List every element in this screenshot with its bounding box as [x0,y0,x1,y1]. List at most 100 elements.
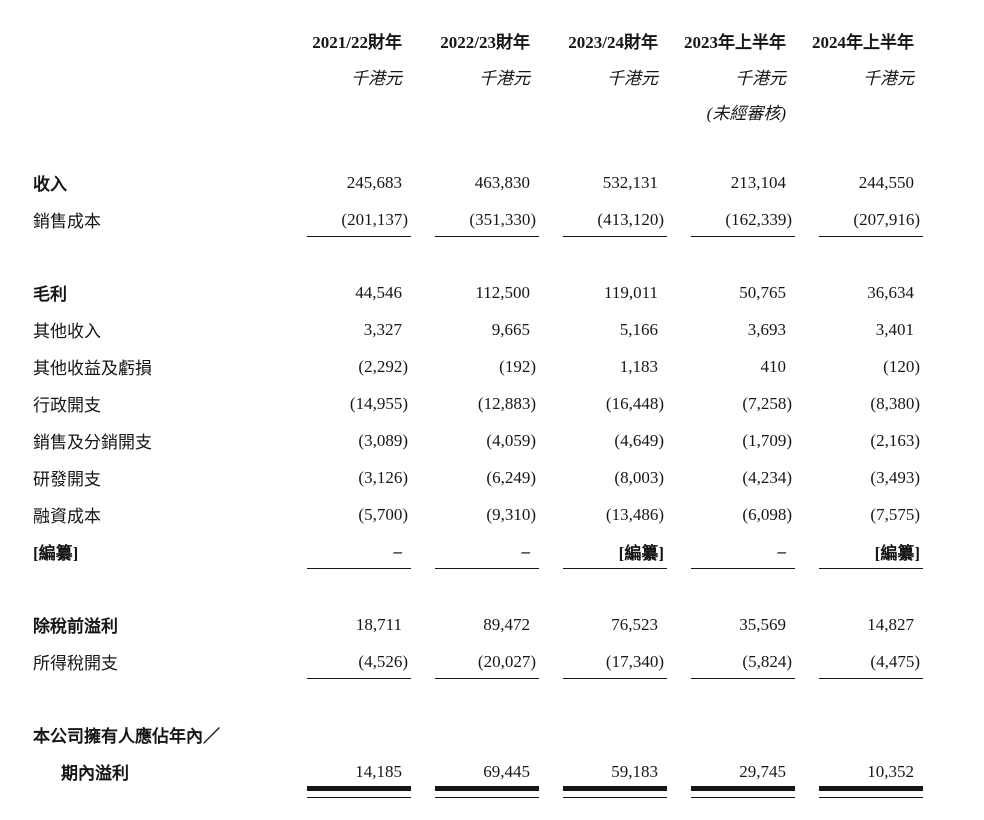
value-cell: 10,352 [795,753,923,798]
column-unit: 千港元 [735,68,786,88]
value-cell: 410 [760,356,787,376]
table-row-income-tax-expense: 所得稅開支 (4,526) (20,027) (17,340) (5,824) … [33,643,923,680]
value-cell: – [283,533,411,570]
value-cell: 76,523 [611,614,658,634]
row-spacer [33,570,923,606]
value-cell: (192) [499,356,536,376]
value-cell: 44,546 [355,282,402,302]
value-cell: (17,340) [539,643,667,680]
table-header-periods: 2021/22財年 2022/23財年 2023/24財年 2023年上半年 2… [33,22,923,58]
profit-loss-table: 2021/22財年 2022/23財年 2023/24財年 2023年上半年 2… [33,22,923,798]
value-cell: (16,448) [605,393,664,413]
column-period: 2023年上半年 [684,32,786,52]
value-cell: (120) [883,356,920,376]
value-cell: (8,380) [870,393,920,413]
value-cell: (8,003) [614,467,664,487]
column-unit: 千港元 [607,68,658,88]
value-cell: 244,550 [858,172,914,192]
value-cell: (6,249) [486,467,536,487]
value-cell: (14,955) [349,393,408,413]
value-cell: (3,493) [870,467,920,487]
row-label: 其他收益及虧損 [33,359,152,378]
value-cell: 5,166 [619,319,658,339]
table-row-admin-expenses: 行政開支 (14,955) (12,883) (16,448) (7,258) … [33,385,923,422]
value-cell: 89,472 [483,614,530,634]
value-cell: (20,027) [411,643,539,680]
value-cell: (207,916) [795,201,923,238]
value-cell: (9,310) [486,504,536,524]
table-row-selling-distribution-expenses: 銷售及分銷開支 (3,089) (4,059) (4,649) (1,709) … [33,422,923,459]
value-cell: (5,700) [358,504,408,524]
value-cell: (413,120) [539,201,667,238]
row-label: 除稅前溢利 [33,617,118,636]
column-unit: 千港元 [479,68,530,88]
table-row-revenue: 收入 245,683 463,830 532,131 213,104 244,5… [33,164,923,201]
value-cell: 50,765 [739,282,786,302]
value-cell: – [667,533,795,570]
row-label: 本公司擁有人應佔年內／ [33,727,220,746]
value-cell: (3,126) [358,467,408,487]
table-row-rd-expenses: 研發開支 (3,126) (6,249) (8,003) (4,234) (3,… [33,459,923,496]
value-cell: 9,665 [491,319,530,339]
table-header-units: 千港元 千港元 千港元 千港元 千港元 [33,58,923,94]
table-row-profit-for-period: 期內溢利 14,185 69,445 59,183 29,745 10,352 [33,753,923,798]
value-cell: (4,475) [795,643,923,680]
row-label: 行政開支 [33,396,101,415]
value-cell: (12,883) [477,393,536,413]
row-label: [編纂] [33,544,79,563]
table-row-other-gains-losses: 其他收益及虧損 (2,292) (192) 1,183 410 (120) [33,348,923,385]
value-cell: (2,292) [358,356,408,376]
column-unit: 千港元 [351,68,402,88]
column-note: (未經審核) [706,103,786,123]
value-cell: (4,059) [486,430,536,450]
value-cell: 1,183 [619,356,658,376]
row-label: 銷售成本 [33,212,101,231]
row-label: 期內溢利 [61,764,129,783]
column-period: 2024年上半年 [812,32,914,52]
table-row-profit-before-tax: 除稅前溢利 18,711 89,472 76,523 35,569 14,827 [33,606,923,643]
value-cell: – [411,533,539,570]
row-spacer [33,238,923,274]
value-cell: (2,163) [870,430,920,450]
value-cell: 112,500 [475,282,530,302]
value-cell: 213,104 [730,172,786,192]
column-period: 2022/23財年 [440,32,530,52]
value-cell: (351,330) [411,201,539,238]
table-row-redacted: [編纂] – – [編纂] – [編纂] [33,533,923,570]
value-cell: (4,526) [283,643,411,680]
row-label: 毛利 [33,285,67,304]
row-label: 研發開支 [33,470,101,489]
value-cell: 463,830 [474,172,530,192]
value-cell: 532,131 [602,172,658,192]
row-label: 融資成本 [33,507,101,526]
value-cell: (13,486) [605,504,664,524]
column-period: 2021/22財年 [312,32,402,52]
value-cell: 14,827 [867,614,914,634]
value-cell: (7,575) [870,504,920,524]
value-cell: 14,185 [283,753,411,798]
value-cell: [編纂] [795,533,923,570]
table-header-notes: (未經審核) [33,94,923,128]
value-cell: 3,401 [875,319,914,339]
column-period: 2023/24財年 [568,32,658,52]
value-cell: 69,445 [411,753,539,798]
value-cell: 29,745 [667,753,795,798]
value-cell: 245,683 [346,172,402,192]
value-cell: (1,709) [742,430,792,450]
table-row-other-income: 其他收入 3,327 9,665 5,166 3,693 3,401 [33,311,923,348]
row-label: 其他收入 [33,322,101,341]
row-spacer [33,680,923,716]
column-unit: 千港元 [863,68,914,88]
value-cell: 36,634 [867,282,914,302]
table-row-attributable-caption: 本公司擁有人應佔年內／ [33,716,923,753]
value-cell: (6,098) [742,504,792,524]
value-cell: (4,234) [742,467,792,487]
value-cell: (3,089) [358,430,408,450]
table-row-finance-costs: 融資成本 (5,700) (9,310) (13,486) (6,098) (7… [33,496,923,533]
row-spacer [33,128,923,164]
table-row-gross-profit: 毛利 44,546 112,500 119,011 50,765 36,634 [33,274,923,311]
value-cell: 3,693 [747,319,786,339]
value-cell: 3,327 [363,319,402,339]
value-cell: (7,258) [742,393,792,413]
